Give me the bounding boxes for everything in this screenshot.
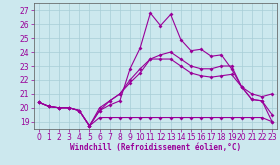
X-axis label: Windchill (Refroidissement éolien,°C): Windchill (Refroidissement éolien,°C) xyxy=(70,143,241,152)
